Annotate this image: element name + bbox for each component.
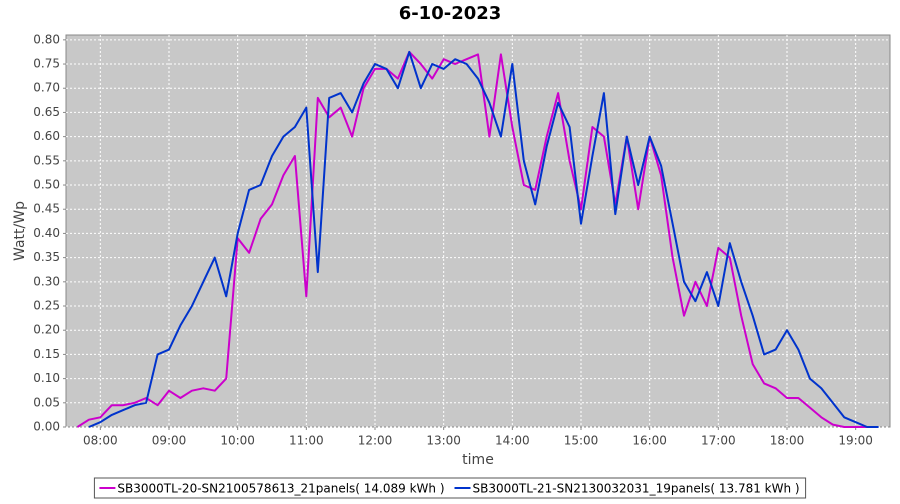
x-tick-label: 08:00 xyxy=(83,434,118,448)
legend: SB3000TL-20-SN2100578613_21panels( 14.08… xyxy=(93,477,807,499)
series-line xyxy=(76,50,868,428)
series-line xyxy=(88,50,879,428)
y-axis-label: Watt/Wp xyxy=(12,201,28,261)
x-tick-label: 15:00 xyxy=(564,434,599,448)
x-tick-label: 14:00 xyxy=(495,434,530,448)
y-tick-label: 0.20 xyxy=(33,323,60,337)
x-tick-label: 18:00 xyxy=(770,434,805,448)
y-tick-label: 0.55 xyxy=(33,153,60,167)
x-tick-label: 10:00 xyxy=(220,434,255,448)
x-tick-label: 11:00 xyxy=(289,434,324,448)
x-tick-label: 09:00 xyxy=(152,434,187,448)
x-tick-label: 19:00 xyxy=(838,434,873,448)
y-tick-label: 0.10 xyxy=(33,371,60,385)
y-tick-label: 0.40 xyxy=(33,226,60,240)
y-tick-label: 0.35 xyxy=(33,250,60,264)
y-tick-label: 0.45 xyxy=(33,202,60,216)
y-tick-label: 0.70 xyxy=(33,81,60,95)
y-tick-label: 0.60 xyxy=(33,129,60,143)
y-tick-label: 0.15 xyxy=(33,347,60,361)
legend-label: SB3000TL-21-SN2130032031_19panels( 13.78… xyxy=(473,482,800,496)
y-tick-label: 0.30 xyxy=(33,274,60,288)
legend-label: SB3000TL-20-SN2100578613_21panels( 14.08… xyxy=(117,482,444,496)
plot-area xyxy=(65,34,891,428)
y-tick-label: 0.25 xyxy=(33,299,60,313)
y-tick-label: 0.75 xyxy=(33,57,60,71)
legend-box xyxy=(93,477,807,499)
y-tick-label: 0.80 xyxy=(33,32,60,46)
y-tick-label: 0.65 xyxy=(33,105,60,119)
y-tick-label: 0.50 xyxy=(33,178,60,192)
y-tick-label: 0.00 xyxy=(33,420,60,434)
x-tick-label: 12:00 xyxy=(358,434,393,448)
x-tick-label: 13:00 xyxy=(426,434,461,448)
x-tick-label: 17:00 xyxy=(701,434,736,448)
x-axis-label: time xyxy=(462,452,494,468)
x-tick-label: 16:00 xyxy=(632,434,667,448)
chart-title: 6-10-2023 xyxy=(399,3,502,24)
y-tick-label: 0.05 xyxy=(33,395,60,409)
